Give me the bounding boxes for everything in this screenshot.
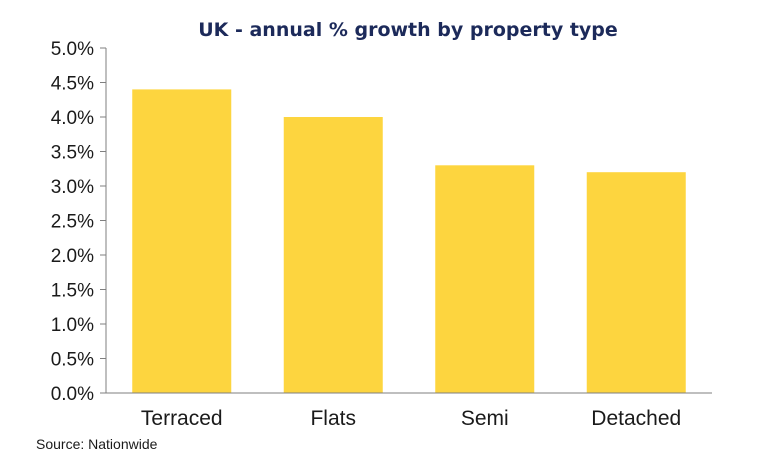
y-tick-label: 0.0%: [51, 384, 94, 405]
source-note: Source: Nationwide: [36, 436, 158, 452]
x-label-detached: Detached: [591, 407, 681, 430]
x-axis-labels: Terraced Flats Semi Detached: [141, 407, 681, 430]
y-tick-label: 2.5%: [51, 212, 94, 233]
x-label-flats: Flats: [310, 407, 356, 430]
bar-semi: [435, 165, 535, 393]
y-axis-ticks: 0.0% 0.5% 1.0% 1.5% 2.0% 2.5% 3.0% 3.5% 4.0% 4.5%…: [51, 39, 106, 405]
bar-terraced: [132, 89, 232, 394]
x-label-terraced: Terraced: [141, 407, 223, 430]
y-tick-label: 4.5%: [51, 74, 94, 95]
y-tick-label: 0.5%: [51, 350, 94, 371]
bar-flats: [283, 117, 383, 393]
y-tick-label: 1.5%: [51, 281, 94, 302]
y-tick-label: 4.0%: [51, 108, 94, 129]
chart-title: UK - annual % growth by property type: [198, 19, 618, 41]
y-tick-label: 3.5%: [51, 143, 94, 164]
bar-detached: [586, 172, 686, 393]
x-label-semi: Semi: [461, 407, 509, 430]
y-tick-label: 2.0%: [51, 246, 94, 267]
y-tick-label: 5.0%: [51, 39, 94, 60]
y-tick-label: 1.0%: [51, 315, 94, 336]
y-tick-label: 3.0%: [51, 177, 94, 198]
bars: [132, 89, 686, 394]
